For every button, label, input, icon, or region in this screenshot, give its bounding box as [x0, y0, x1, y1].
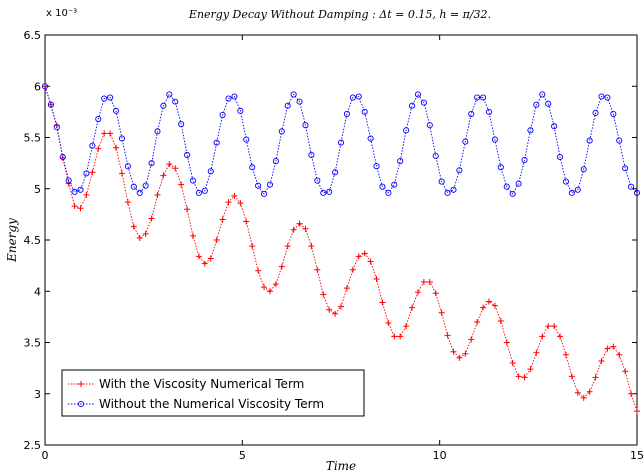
legend-item: With the Viscosity Numerical Term	[68, 377, 304, 391]
x-tick-label: 0	[42, 449, 49, 462]
y-tick-label: 3	[34, 388, 41, 401]
x-tick-label: 5	[239, 449, 246, 462]
y-axis-label: Energy	[5, 218, 19, 263]
y-tick-label: 6	[34, 80, 41, 93]
legend-label: With the Viscosity Numerical Term	[99, 377, 304, 391]
y-tick-label: 4	[34, 285, 41, 298]
legend-label: Without the Numerical Viscosity Term	[99, 397, 324, 411]
y-tick-label: 5	[34, 183, 41, 196]
y-tick-label: 4.5	[24, 234, 42, 247]
y-tick-label: 3.5	[24, 337, 42, 350]
y-tick-label: 5.5	[24, 132, 42, 145]
x-axis-label: Time	[326, 459, 356, 473]
chart-title: Energy Decay Without Damping : Δt = 0.15…	[188, 8, 491, 21]
y-tick-label: 2.5	[24, 439, 42, 452]
y-tick-label: 6.5	[24, 29, 42, 42]
y-exponent-label: x 10⁻³	[46, 8, 77, 19]
legend-item: Without the Numerical Viscosity Term	[68, 397, 324, 411]
x-tick-label: 15	[630, 449, 644, 462]
x-tick-label: 10	[433, 449, 447, 462]
legend: With the Viscosity Numerical Term Without…	[62, 370, 364, 416]
